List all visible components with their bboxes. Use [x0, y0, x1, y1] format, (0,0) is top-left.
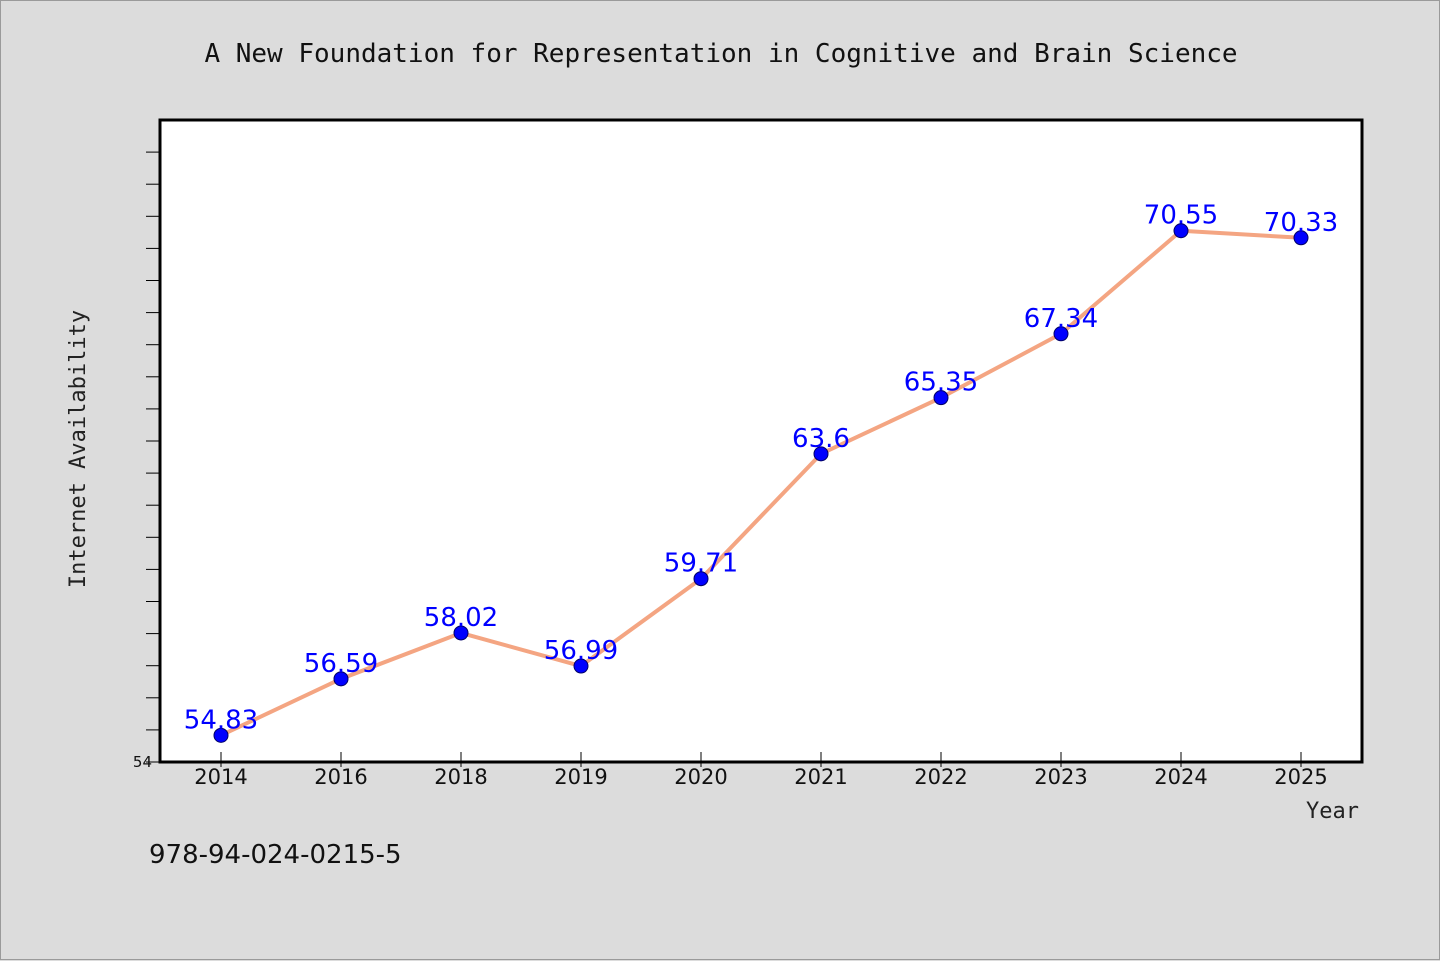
- x-tick-label: 2018: [434, 765, 487, 789]
- plot-area: [158, 118, 1364, 764]
- isbn-text: 978-94-024-0215-5: [149, 840, 402, 870]
- data-point: [333, 671, 349, 687]
- data-markers: [213, 223, 1309, 743]
- data-label: 56.59: [304, 649, 378, 679]
- data-labels: 54.83 56.59 58.02 56.99 59.71 63.6 65.35 67.34 7…: [184, 201, 1338, 736]
- data-label: 58.02: [424, 603, 498, 633]
- data-label: 56.99: [544, 636, 618, 666]
- data-label: 65.35: [904, 368, 978, 398]
- data-point: [1293, 230, 1309, 246]
- series-line: [220, 228, 1302, 738]
- data-point: [933, 390, 949, 406]
- data-label: 59.71: [664, 549, 738, 579]
- data-label: 67.34: [1024, 304, 1098, 334]
- data-point: [573, 658, 589, 674]
- x-axis-ticks: [220, 752, 1302, 767]
- x-tick-label: 2014: [194, 765, 247, 789]
- y-axis-ticks: [146, 151, 160, 763]
- x-tick-label: 2022: [914, 765, 967, 789]
- x-axis-tick-labels: 2014 2016 2018 2019 2020 2021 2022 2023 2024 2025: [194, 765, 1327, 789]
- x-axis-label: Year: [1306, 799, 1359, 824]
- x-tick-label: 2019: [554, 765, 607, 789]
- x-tick-label: 2024: [1154, 765, 1207, 789]
- data-label: 70.55: [1144, 201, 1218, 231]
- y-axis-label: Internet Availability: [66, 310, 91, 588]
- data-point: [1053, 326, 1069, 342]
- chart-title: A New Foundation for Representation in C…: [204, 39, 1237, 69]
- data-point: [1173, 223, 1189, 239]
- data-point: [213, 727, 229, 743]
- data-label: 70.33: [1264, 208, 1338, 238]
- x-tick-label: 2020: [674, 765, 727, 789]
- data-label: 54.83: [184, 705, 258, 735]
- x-tick-label: 2023: [1034, 765, 1087, 789]
- data-point: [453, 625, 469, 641]
- x-tick-label: 2025: [1274, 765, 1327, 789]
- y-axis-tick-label: 54: [133, 753, 152, 771]
- data-point: [813, 446, 829, 462]
- x-tick-label: 2016: [314, 765, 367, 789]
- data-label: 63.6: [792, 424, 850, 454]
- data-point: [693, 571, 709, 587]
- x-tick-label: 2021: [794, 765, 847, 789]
